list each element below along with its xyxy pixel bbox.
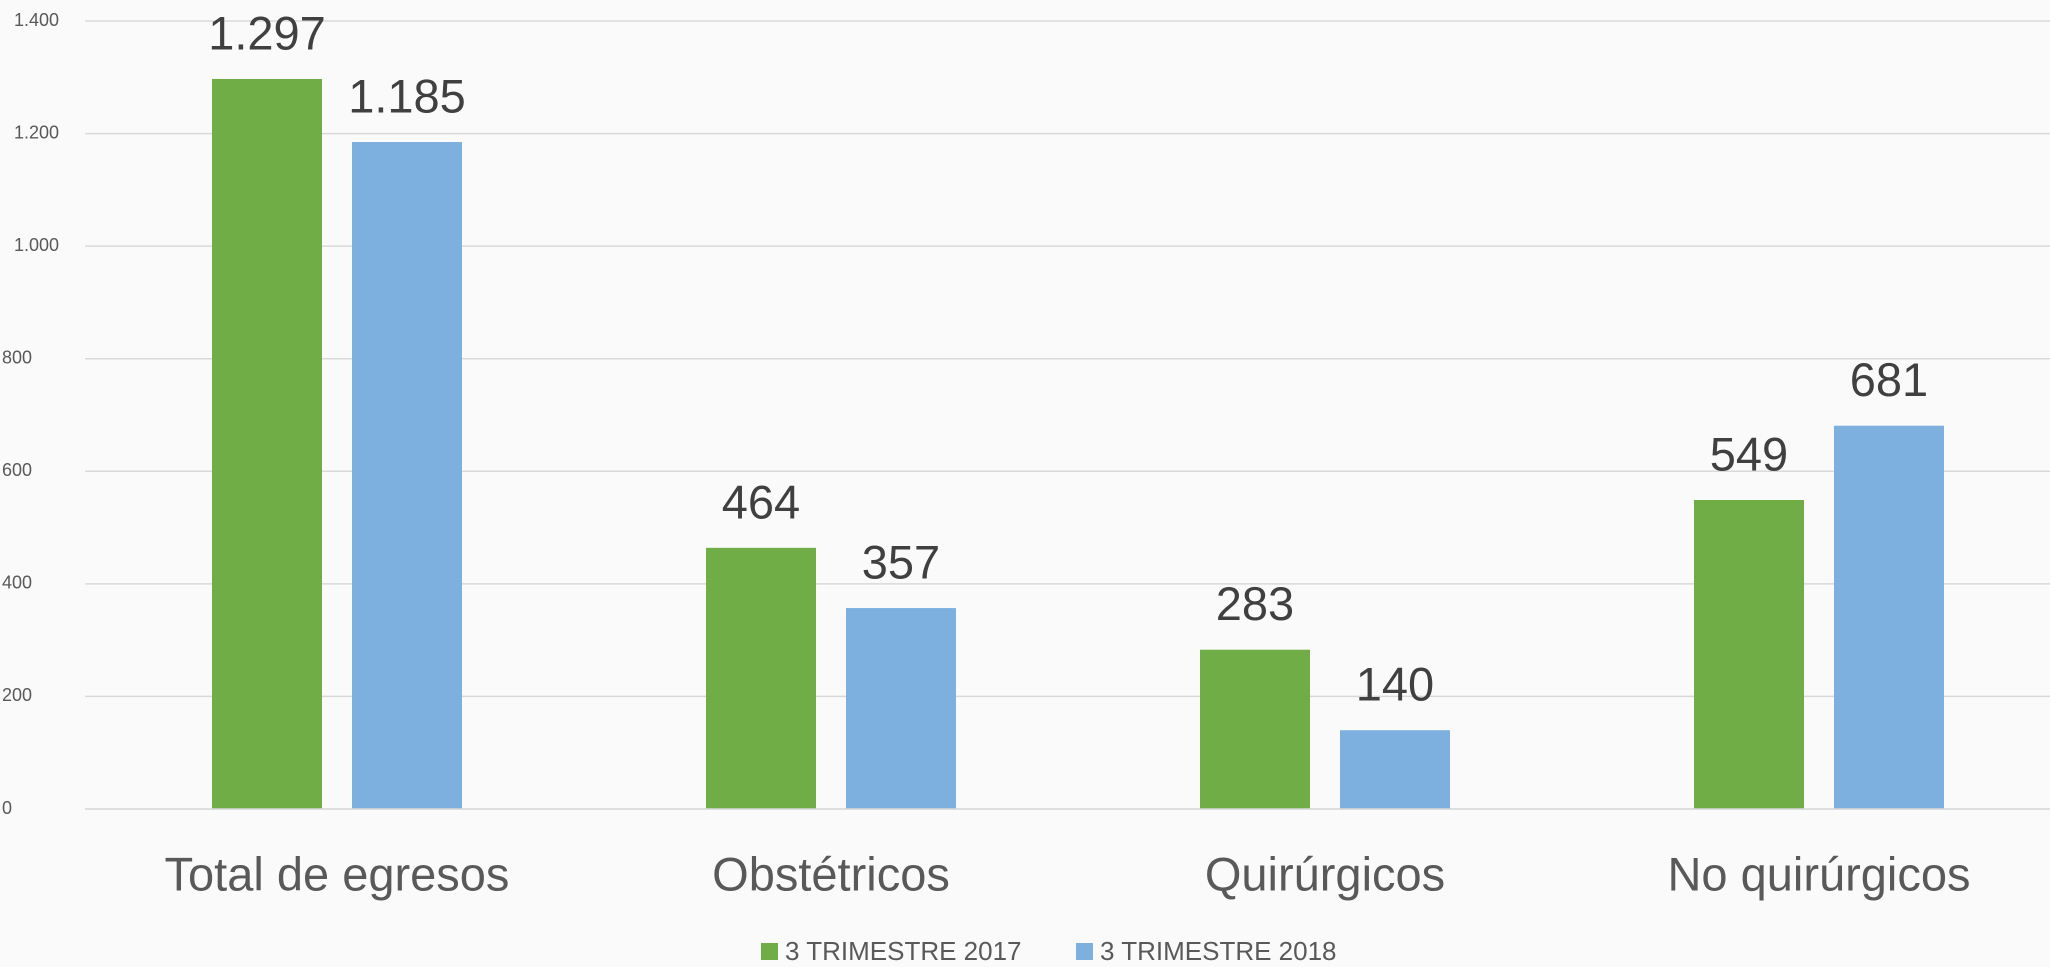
- legend-swatch: [1076, 943, 1093, 960]
- x-tick-label: Total de egresos: [165, 847, 510, 900]
- y-tick-label: 600: [2, 460, 32, 480]
- value-label: 283: [1216, 577, 1294, 630]
- y-tick-label: 200: [2, 685, 32, 705]
- x-tick-label: No quirúrgicos: [1667, 847, 1970, 900]
- y-tick-label: 0: [2, 798, 12, 818]
- value-label: 1.297: [208, 6, 326, 59]
- bar: [1694, 500, 1804, 809]
- y-tick-label: 1.000: [14, 235, 59, 255]
- x-tick-label: Obstétricos: [712, 847, 950, 900]
- bar: [212, 79, 322, 809]
- x-tick-label: Quirúrgicos: [1205, 847, 1445, 900]
- value-label: 549: [1710, 427, 1788, 480]
- y-tick-label: 800: [2, 347, 32, 367]
- value-label: 140: [1356, 658, 1434, 711]
- page: 0 200 400 600 800 1.000 1.200 1.400 Total de egr…: [0, 0, 2050, 967]
- value-label: 1.185: [348, 69, 466, 122]
- bar: [846, 608, 956, 809]
- y-tick-label: 1.200: [14, 122, 59, 142]
- bar: [1340, 730, 1450, 809]
- y-tick-label: 400: [2, 573, 32, 593]
- bar: [1200, 650, 1310, 809]
- legend-label: 3 TRIMESTRE 2017: [785, 936, 1022, 966]
- y-tick-label: 1.400: [14, 10, 59, 30]
- bar: [1834, 426, 1944, 809]
- value-label: 357: [862, 535, 940, 588]
- legend-label: 3 TRIMESTRE 2018: [1100, 936, 1337, 966]
- value-label: 681: [1850, 353, 1928, 406]
- value-label: 464: [722, 475, 800, 528]
- bar: [706, 548, 816, 809]
- chart: 0 200 400 600 800 1.000 1.200 1.400 Total de egr…: [0, 0, 2050, 967]
- legend-swatch: [761, 943, 778, 960]
- bar: [352, 142, 462, 809]
